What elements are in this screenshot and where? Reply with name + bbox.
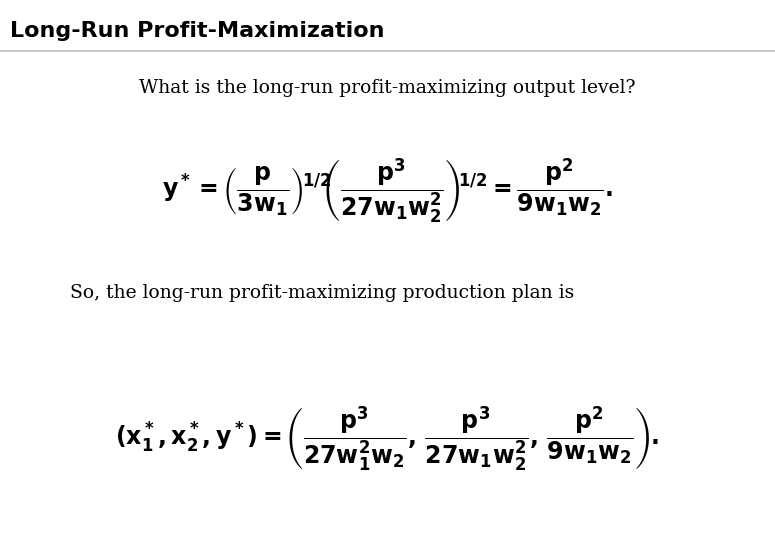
Text: $\mathbf{(x_1^*,x_2^*,y^*) = \left(\dfrac{p^3}{27w_1^2w_2},\,\dfrac{p^3}{27w_1w_: $\mathbf{(x_1^*,x_2^*,y^*) = \left(\dfra…	[115, 404, 660, 473]
Text: Long-Run Profit-Maximization: Long-Run Profit-Maximization	[10, 21, 384, 41]
Text: $\mathbf{y^* = \left(\dfrac{p}{3w_1}\right)^{\!\mathbf{1/2}}\!\!\left(\dfrac{p^3: $\mathbf{y^* = \left(\dfrac{p}{3w_1}\rig…	[162, 156, 613, 225]
Text: So, the long-run profit-maximizing production plan is: So, the long-run profit-maximizing produ…	[70, 284, 574, 302]
Text: What is the long-run profit-maximizing output level?: What is the long-run profit-maximizing o…	[140, 79, 636, 97]
